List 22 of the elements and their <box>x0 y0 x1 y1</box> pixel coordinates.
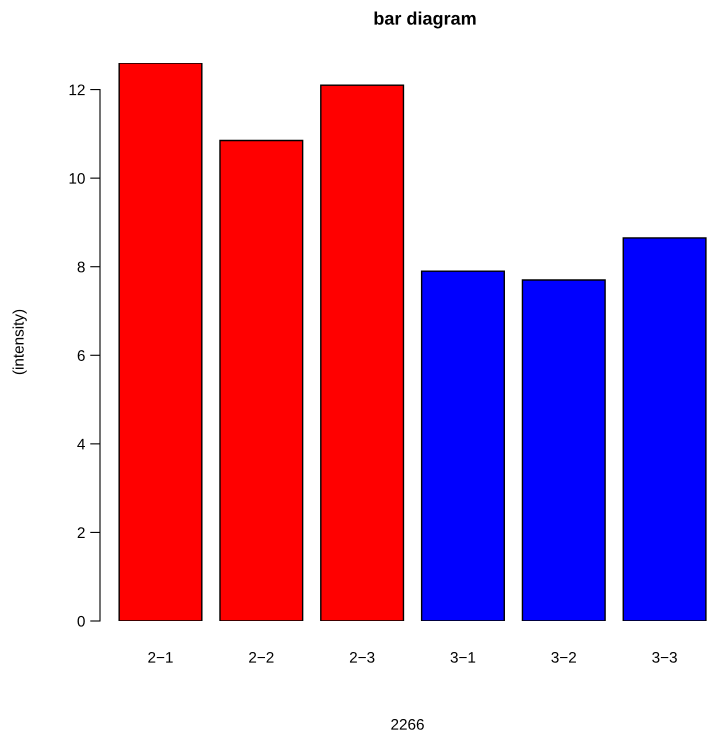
y-axis-title: (intensity) <box>12 310 27 374</box>
chart-title: bar diagram <box>374 12 476 28</box>
bar <box>622 237 707 621</box>
x-tick-label: 2−2 <box>249 652 274 663</box>
y-tick-label: 12 <box>70 84 85 96</box>
bar <box>522 279 606 621</box>
x-tick-label: 3−1 <box>450 652 476 663</box>
bar <box>420 270 505 621</box>
y-tick-label: 6 <box>78 350 85 361</box>
x-tick-label: 2−3 <box>350 652 374 663</box>
y-tick-label: 8 <box>78 262 85 272</box>
x-axis-title: 2266 <box>391 718 424 730</box>
bar <box>118 63 203 621</box>
bar <box>219 140 304 621</box>
y-tick-label: 0 <box>78 616 85 627</box>
y-tick-label: 2 <box>78 527 85 538</box>
y-tick-label: 4 <box>77 438 85 450</box>
x-tick-label: 3−2 <box>551 652 576 663</box>
bar <box>320 84 404 621</box>
x-tick-label: 3−3 <box>652 652 677 663</box>
x-tick-label: 2−1 <box>148 652 173 663</box>
y-tick-label: 10 <box>70 173 85 184</box>
